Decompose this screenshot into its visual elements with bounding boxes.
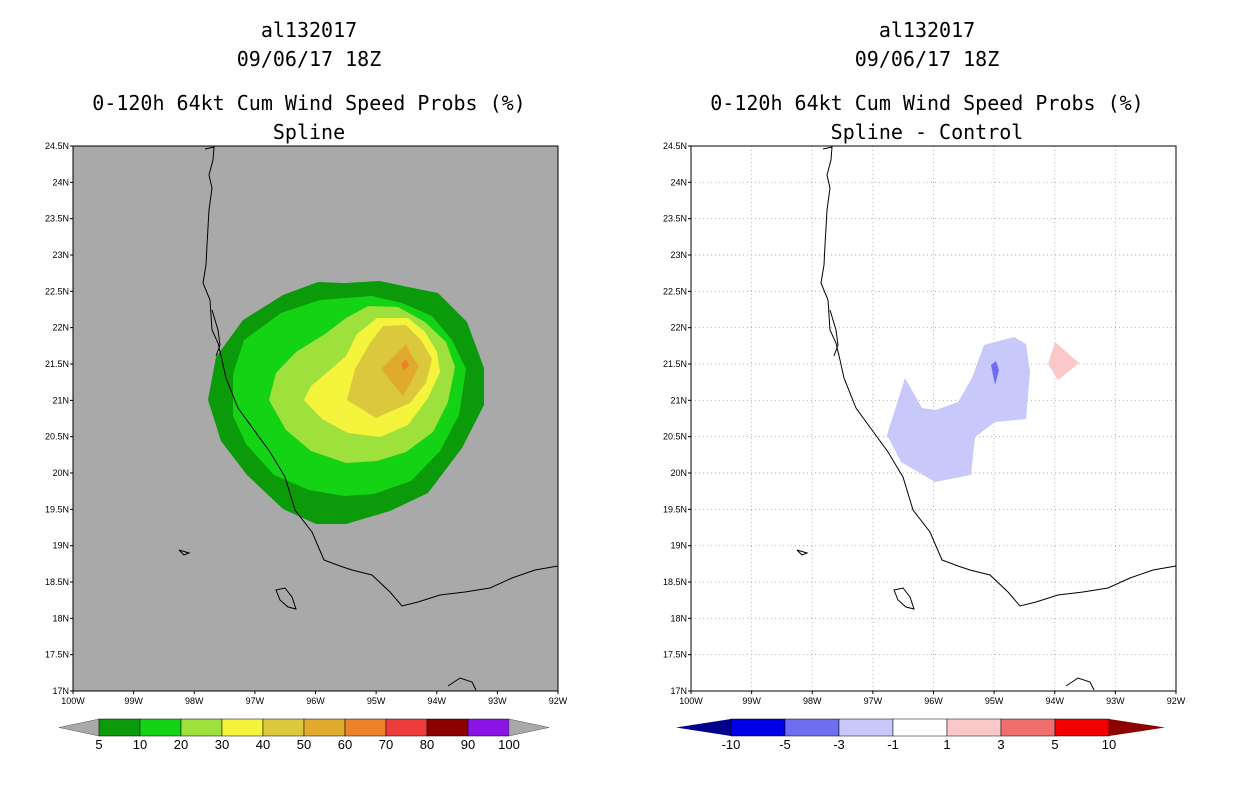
lat-tick-label: 22N — [52, 323, 69, 333]
lon-tick-label: 97W — [864, 696, 883, 706]
lat-tick-label: 22.5N — [45, 286, 69, 296]
lat-tick-label: 19.5N — [45, 504, 69, 514]
product-title: 0-120h 64kt Cum Wind Speed Probs (%) — [710, 91, 1144, 115]
latitude-labels: 24.5N 24N 23.5N 23N 22.5N 22N 21.5N 21N 20.5N 20N… — [663, 141, 691, 696]
forecast-datetime: 09/06/17 18Z — [854, 47, 1000, 71]
lon-tick-label: 93W — [1106, 696, 1125, 706]
lon-tick-label: 95W — [367, 696, 386, 706]
lon-tick-label: 98W — [803, 696, 822, 706]
product-title: 0-120h 64kt Cum Wind Speed Probs (%) — [92, 91, 526, 115]
lat-tick-label: 17N — [670, 686, 687, 696]
latitude-labels: 24.5N 24N 23.5N 23N 22.5N 22N 21.5N 21N 20.5N 20N… — [45, 141, 73, 696]
lon-tick-label: 99W — [124, 696, 143, 706]
panel-subtitle: Spline - Control — [830, 120, 1024, 144]
panel-subtitle: Spline — [272, 120, 346, 144]
lat-tick-label: 24.5N — [663, 141, 687, 151]
map-frame — [690, 145, 1177, 692]
lat-tick-label: 22N — [670, 323, 687, 333]
contour-minus-3 — [991, 361, 999, 385]
lat-tick-label: 19.5N — [663, 504, 687, 514]
lon-tick-label: 98W — [185, 696, 204, 706]
storm-id: al132017 — [260, 18, 358, 42]
lon-tick-label: 92W — [549, 696, 568, 706]
lon-tick-label: 97W — [246, 696, 265, 706]
lat-tick-label: 21.5N — [45, 359, 69, 369]
lon-tick-label: 95W — [985, 696, 1004, 706]
lat-tick-label: 20.5N — [663, 432, 687, 442]
lat-tick-label: 18.5N — [45, 577, 69, 587]
lat-tick-label: 23.5N — [45, 214, 69, 224]
longitude-labels: 100W 99W 98W 97W 96W 95W 94W 93W 92W — [61, 691, 568, 706]
lat-tick-label: 21.5N — [663, 359, 687, 369]
lon-tick-label: 92W — [1167, 696, 1186, 706]
lon-tick-label: 96W — [924, 696, 943, 706]
panel-spline: al132017 09/06/17 18Z 0-120h 64kt Cum Wi… — [45, 18, 568, 706]
lat-tick-label: 19N — [52, 541, 69, 551]
longitude-labels: 100W 99W 98W 97W 96W 95W 94W 93W 92W — [679, 691, 1186, 706]
panel-spline-minus-control: al132017 09/06/17 18Z 0-120h 64kt Cum Wi… — [618, 0, 1236, 800]
lat-tick-label: 20.5N — [45, 432, 69, 442]
coastline — [178, 146, 559, 691]
lon-tick-label: 93W — [488, 696, 507, 706]
lat-tick-label: 24N — [670, 177, 687, 187]
lat-tick-label: 23N — [670, 250, 687, 260]
lat-tick-label: 18N — [670, 613, 687, 623]
lat-tick-label: 21N — [52, 395, 69, 405]
probability-contours — [208, 281, 484, 524]
lat-tick-label: 24.5N — [45, 141, 69, 151]
lon-tick-label: 100W — [61, 696, 85, 706]
lat-tick-label: 23N — [52, 250, 69, 260]
lat-tick-label: 21N — [670, 395, 687, 405]
lon-tick-label: 100W — [679, 696, 703, 706]
difference-map: 24.5N 24N 23.5N 23N 22.5N 22N 21.5N 21N 20.5N 20N… — [663, 141, 1186, 706]
contour-60 — [401, 359, 409, 371]
lat-tick-label: 17.5N — [663, 650, 687, 660]
lat-tick-label: 19N — [670, 541, 687, 551]
lat-tick-label: 17N — [52, 686, 69, 696]
forecast-datetime: 09/06/17 18Z — [236, 47, 382, 71]
spline-map: 24.5N 24N 23.5N 23N 22.5N 22N 21.5N 21N 20.5N 20N… — [45, 141, 568, 706]
lat-tick-label: 18.5N — [663, 577, 687, 587]
lon-tick-label: 99W — [742, 696, 761, 706]
lat-tick-label: 18N — [52, 613, 69, 623]
lat-tick-label: 23.5N — [663, 214, 687, 224]
coastline — [796, 146, 1177, 691]
lat-tick-label: 22.5N — [663, 286, 687, 296]
difference-contours — [887, 337, 1079, 482]
lon-tick-label: 94W — [1045, 696, 1064, 706]
contour-plus-1 — [1048, 342, 1079, 380]
lat-tick-label: 17.5N — [45, 650, 69, 660]
lon-tick-label: 94W — [427, 696, 446, 706]
lat-tick-label: 24N — [52, 177, 69, 187]
lon-tick-label: 96W — [306, 696, 325, 706]
lat-tick-label: 20N — [52, 468, 69, 478]
contour-50 — [381, 344, 419, 396]
storm-id: al132017 — [878, 18, 976, 42]
lat-tick-label: 20N — [670, 468, 687, 478]
